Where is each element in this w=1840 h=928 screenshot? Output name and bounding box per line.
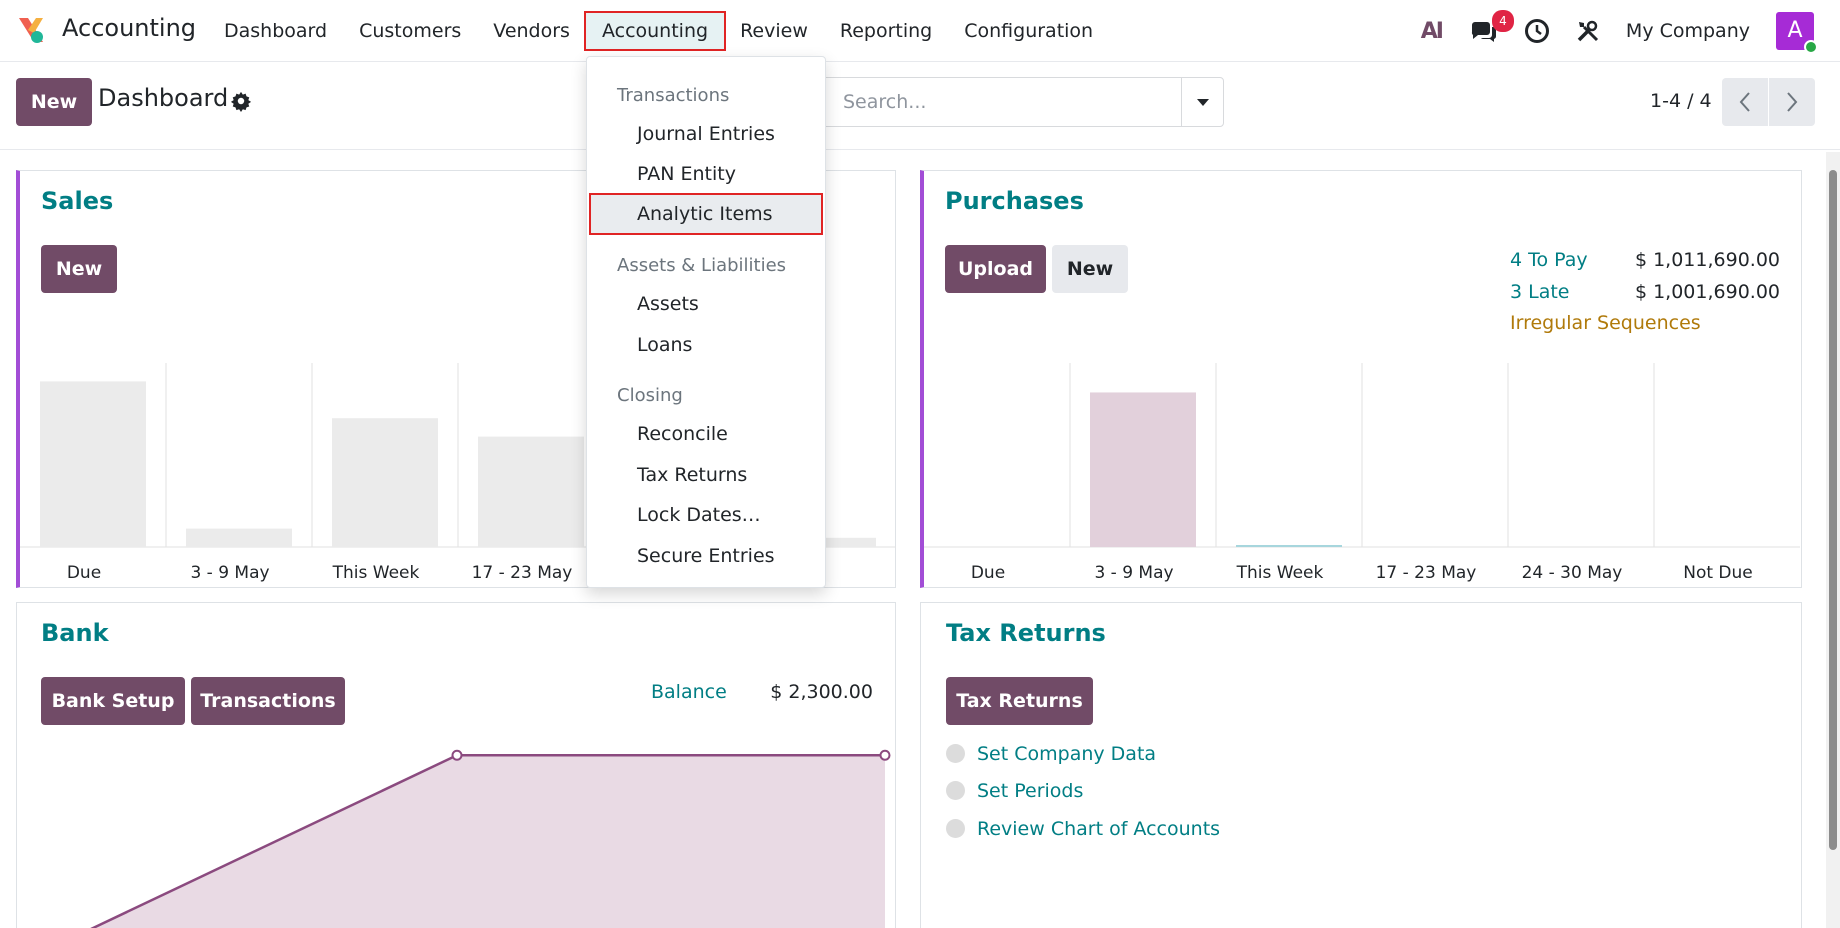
menu-item-journal-entries[interactable]: Journal Entries xyxy=(637,123,775,145)
purchases-axis-label: 3 - 9 May xyxy=(1094,563,1174,583)
set-periods-link[interactable]: Set Periods xyxy=(977,780,1084,802)
new-button[interactable]: New xyxy=(16,78,92,126)
chevron-right-icon xyxy=(1787,92,1798,112)
search-input[interactable] xyxy=(821,78,1181,126)
tax-returns-button[interactable]: Tax Returns xyxy=(946,677,1093,725)
app-name[interactable]: Accounting xyxy=(62,14,197,42)
section-header-transactions: Transactions xyxy=(617,85,730,106)
menu-item-reconcile[interactable]: Reconcile xyxy=(637,423,728,445)
menu-reporting[interactable]: Reporting xyxy=(839,20,933,42)
upload-button[interactable]: Upload xyxy=(945,245,1046,293)
menu-item-lock-dates[interactable]: Lock Dates… xyxy=(637,504,761,526)
search-bar xyxy=(820,77,1224,127)
menu-review[interactable]: Review xyxy=(740,20,808,42)
avatar-initial: A xyxy=(1787,18,1803,43)
systray: AI 4 My Company A xyxy=(1420,0,1818,62)
balance-amount: $ 2,300.00 xyxy=(770,681,873,703)
menu-accounting[interactable]: Accounting xyxy=(583,11,727,51)
main-menu: Dashboard Customers Vendors Accounting R… xyxy=(208,0,1109,62)
checklist-status-icon xyxy=(946,744,965,763)
accounting-dropdown-menu: Transactions Journal Entries PAN Entity … xyxy=(586,56,826,588)
breadcrumb-title: Dashboard xyxy=(98,84,229,112)
bank-area-fill xyxy=(93,755,885,928)
sales-bar xyxy=(40,381,146,547)
ai-icon[interactable]: AI xyxy=(1420,18,1444,44)
messages-count-badge: 4 xyxy=(1491,10,1514,32)
purchases-axis-label: Not Due xyxy=(1683,563,1753,583)
gear-icon[interactable] xyxy=(230,90,252,112)
caret-down-icon xyxy=(1196,99,1209,106)
section-header-closing: Closing xyxy=(617,385,683,406)
menu-item-assets[interactable]: Assets xyxy=(637,293,699,315)
tax-returns-title[interactable]: Tax Returns xyxy=(946,619,1106,647)
user-avatar[interactable]: A xyxy=(1776,12,1818,54)
transactions-button[interactable]: Transactions xyxy=(191,677,345,725)
tools-icon[interactable] xyxy=(1576,19,1600,43)
review-chart-of-accounts-link[interactable]: Review Chart of Accounts xyxy=(977,818,1221,840)
tax-returns-card: Tax Returns Tax Returns Set Company Data… xyxy=(920,602,1802,928)
checklist-status-icon xyxy=(946,781,965,800)
bank-chart xyxy=(90,749,891,928)
page-scrollbar[interactable] xyxy=(1826,152,1840,928)
purchases-card: Purchases Upload New 4 To Pay $ 1,011,69… xyxy=(920,170,1802,588)
menu-item-loans[interactable]: Loans xyxy=(637,334,693,356)
set-company-data-link[interactable]: Set Company Data xyxy=(977,743,1157,765)
purchases-new-button[interactable]: New xyxy=(1052,245,1128,293)
bank-point xyxy=(879,749,891,761)
bank-setup-button[interactable]: Bank Setup xyxy=(41,677,185,725)
menu-dashboard[interactable]: Dashboard xyxy=(224,20,328,42)
menu-vendors[interactable]: Vendors xyxy=(493,20,570,42)
app-logo-icon[interactable] xyxy=(16,15,46,45)
menu-item-analytic-items[interactable]: Analytic Items xyxy=(589,193,823,235)
to-pay-amount: $ 1,011,690.00 xyxy=(1634,249,1780,271)
top-navbar: Accounting Dashboard Customers Vendors A… xyxy=(0,0,1840,62)
purchases-axis-label: This Week xyxy=(1236,563,1324,583)
sales-axis-label: 17 - 23 May xyxy=(471,563,573,583)
section-header-assets-liabilities: Assets & Liabilities xyxy=(617,255,787,276)
purchases-bar xyxy=(1090,392,1196,547)
scrollbar-thumb[interactable] xyxy=(1829,170,1837,850)
sales-title[interactable]: Sales xyxy=(41,187,114,215)
pager-next-button[interactable] xyxy=(1769,78,1815,126)
menu-configuration[interactable]: Configuration xyxy=(964,20,1094,42)
search-options-toggle[interactable] xyxy=(1181,78,1223,126)
sales-axis-label: This Week xyxy=(332,563,420,583)
purchases-axis-label: 24 - 30 May xyxy=(1521,563,1623,583)
menu-customers[interactable]: Customers xyxy=(359,20,462,42)
balance-label[interactable]: Balance xyxy=(651,681,727,703)
clock-icon[interactable] xyxy=(1524,18,1550,44)
purchases-axis-label: Due xyxy=(970,563,1006,583)
late-amount: $ 1,001,690.00 xyxy=(1634,281,1780,303)
sales-bar xyxy=(332,418,438,547)
chevron-left-icon xyxy=(1739,92,1750,112)
checklist-status-icon xyxy=(946,819,965,838)
company-switcher[interactable]: My Company xyxy=(1625,20,1750,42)
online-status-icon xyxy=(1804,40,1818,54)
chat-icon xyxy=(1471,22,1496,42)
sales-axis-label: 3 - 9 May xyxy=(190,563,270,583)
bank-card: Bank Bank Setup Transactions Balance $ 2… xyxy=(16,602,896,928)
sales-bar xyxy=(186,528,292,547)
control-panel: New Dashboard 1-4 / 4 xyxy=(0,62,1840,150)
ai-label: AI xyxy=(1420,18,1444,44)
menu-item-secure-entries[interactable]: Secure Entries xyxy=(637,545,775,567)
purchases-title[interactable]: Purchases xyxy=(945,187,1084,215)
to-pay-link[interactable]: 4 To Pay xyxy=(1510,249,1588,271)
purchases-chart xyxy=(924,363,1800,548)
messages-button[interactable]: 4 xyxy=(1468,10,1514,46)
irregular-sequences-link[interactable]: Irregular Sequences xyxy=(1510,312,1701,334)
bank-title[interactable]: Bank xyxy=(41,619,109,647)
menu-item-tax-returns[interactable]: Tax Returns xyxy=(637,464,748,486)
pager-previous-button[interactable] xyxy=(1722,78,1768,126)
menu-item-pan-entity[interactable]: PAN Entity xyxy=(637,163,736,185)
late-link[interactable]: 3 Late xyxy=(1510,281,1570,303)
sales-new-button[interactable]: New xyxy=(41,245,117,293)
bank-point xyxy=(451,749,463,761)
pager-value[interactable]: 1-4 / 4 xyxy=(1650,90,1712,112)
purchases-bar xyxy=(1236,545,1342,547)
purchases-axis-label: 17 - 23 May xyxy=(1375,563,1477,583)
sales-bar xyxy=(478,436,584,547)
sales-axis-label: Due xyxy=(66,563,102,583)
